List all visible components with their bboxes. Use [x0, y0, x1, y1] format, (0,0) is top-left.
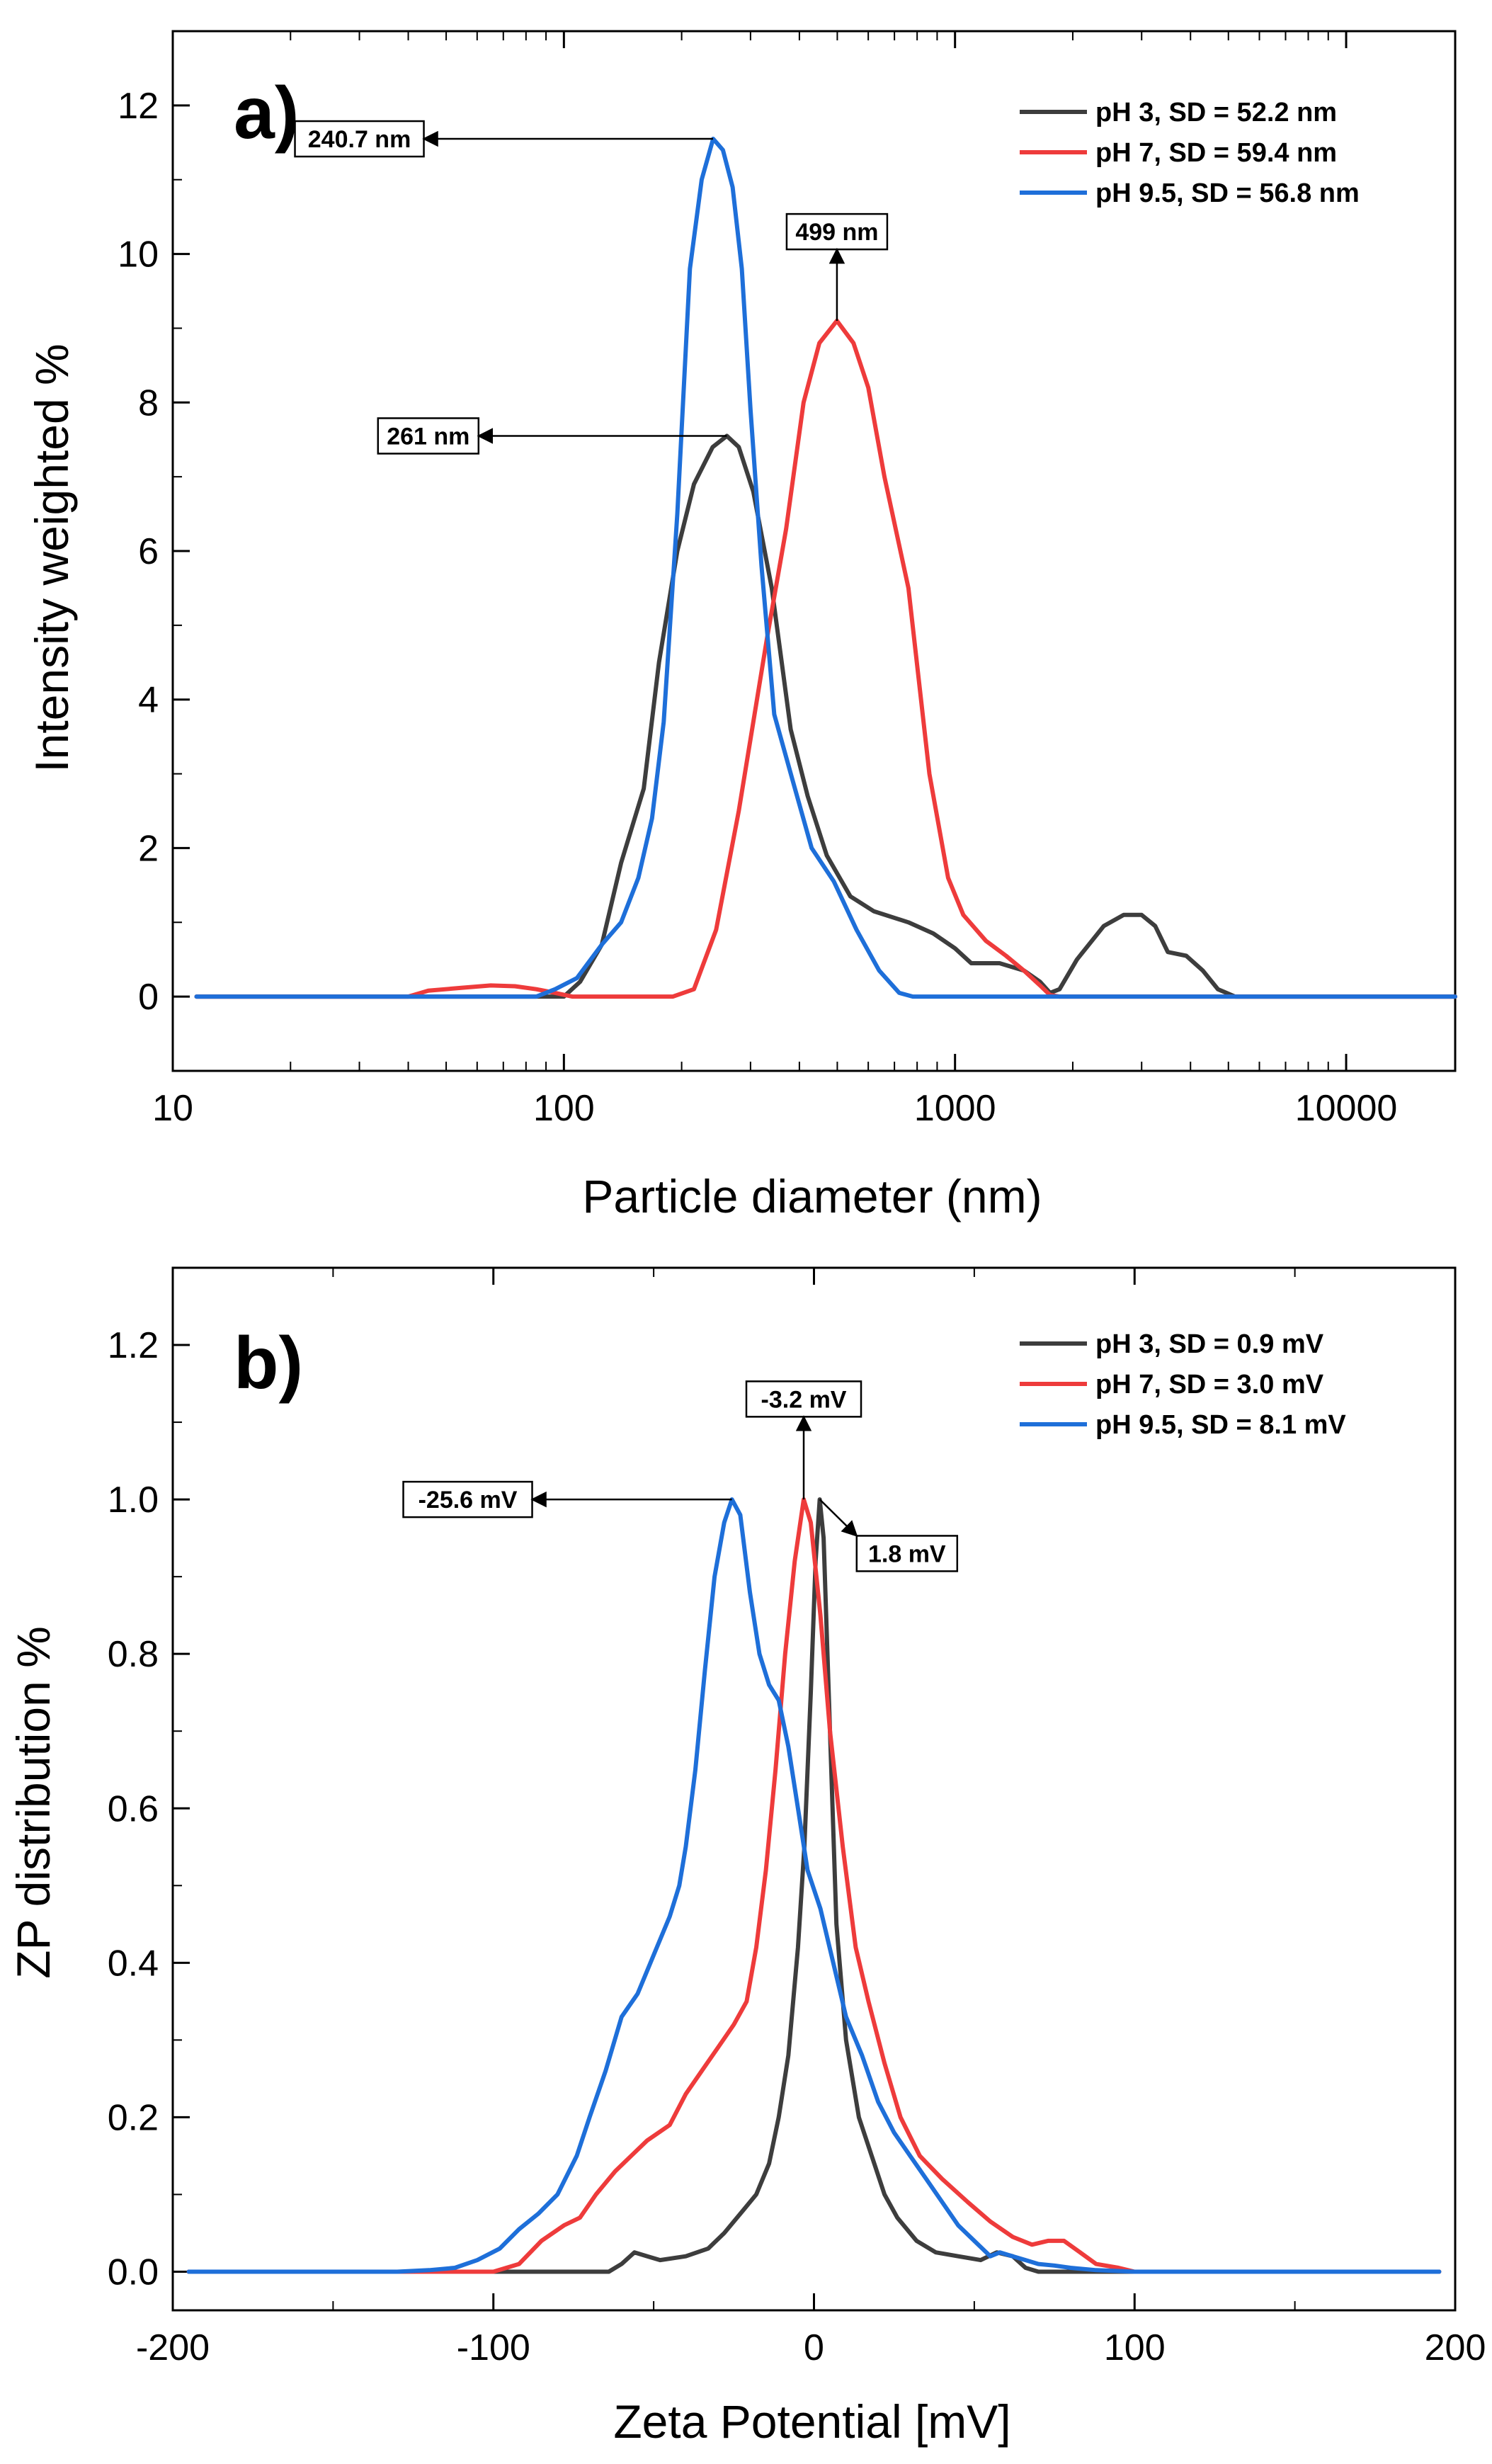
series-line-2: [194, 137, 1457, 999]
legend-label: pH 9.5, SD = 56.8 nm: [1095, 178, 1360, 208]
x-axis-title: Zeta Potential [mV]: [613, 2395, 1010, 2448]
y-tick-label: 1.0: [108, 1480, 159, 1521]
legend-label: pH 9.5, SD = 8.1 mV: [1095, 1410, 1346, 1440]
annotation-box: [785, 212, 889, 251]
y-tick-label: 12: [118, 86, 159, 127]
y-tick-label: 6: [138, 531, 159, 572]
y-tick-label: 0: [138, 977, 159, 1018]
y-tick-label: 4: [138, 680, 159, 721]
annotation-label: 240.7 nm: [308, 126, 411, 153]
y-axis-title: Intensity weighted %: [25, 344, 78, 772]
panel-b-chart: b) Zeta Potential [mV] ZP distribution %…: [7, 1266, 1486, 2448]
y-tick-label: 0.6: [108, 1788, 159, 1829]
annotation-box: [745, 1380, 862, 1418]
annotation-label: 499 nm: [795, 219, 878, 246]
annotation-box: [855, 1535, 959, 1572]
y-tick-label: 0.2: [108, 2097, 159, 2138]
x-tick-label: 10: [152, 1088, 193, 1129]
y-tick-label: 0.8: [108, 1634, 159, 1675]
legend-label: pH 3, SD = 52.2 nm: [1095, 98, 1337, 127]
annotation-label: -3.2 mV: [761, 1386, 847, 1413]
x-tick-label: 1000: [914, 1088, 996, 1129]
y-tick-label: 0.4: [108, 1943, 159, 1984]
x-tick-label: -200: [136, 2327, 210, 2368]
annotation-arrow: [819, 1499, 858, 1538]
y-tick-label: 8: [138, 382, 159, 424]
legend-label: pH 7, SD = 3.0 mV: [1095, 1370, 1324, 1400]
y-tick-label: 0.0: [108, 2252, 159, 2293]
x-tick-label: -100: [457, 2327, 530, 2368]
y-tick-label: 2: [138, 828, 159, 869]
annotation-label: 1.8 mV: [868, 1540, 946, 1567]
annotation-label: 261 nm: [387, 423, 469, 450]
series-line-0: [186, 1497, 1442, 2274]
y-tick-label: 10: [118, 234, 159, 276]
x-tick-label: 100: [1104, 2327, 1166, 2368]
x-tick-label: 100: [533, 1088, 595, 1129]
x-axis-title: Particle diameter (nm): [582, 1170, 1042, 1222]
x-tick-label: 200: [1425, 2327, 1486, 2368]
series-line-1: [194, 318, 1457, 999]
y-axis-title: ZP distribution %: [7, 1626, 59, 1979]
panel-a-chart: a) Particle diameter (nm) Intensity weig…: [25, 30, 1457, 1222]
x-tick-label: 10000: [1295, 1088, 1398, 1129]
series-line-0: [194, 433, 1457, 999]
y-tick-label: 1.2: [108, 1325, 159, 1366]
annotation-label: -25.6 mV: [418, 1487, 518, 1514]
legend-label: pH 3, SD = 0.9 mV: [1095, 1329, 1324, 1359]
series-line-2: [186, 1497, 1442, 2274]
panel-b-label: b): [234, 1322, 303, 1404]
panel-a-label: a): [234, 72, 299, 154]
legend-label: pH 7, SD = 59.4 nm: [1095, 138, 1337, 168]
x-tick-label: 0: [804, 2327, 824, 2368]
